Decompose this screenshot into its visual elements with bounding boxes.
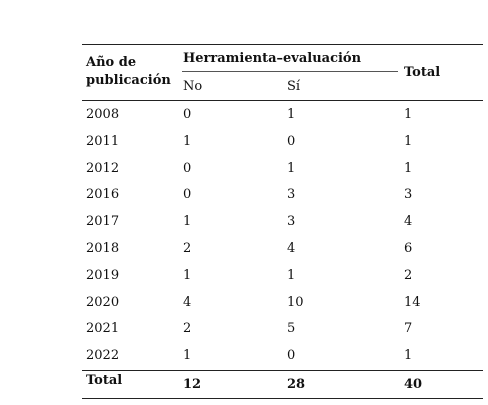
cell: 2020 bbox=[86, 294, 120, 310]
cell: 1 bbox=[183, 214, 192, 230]
cell: 0 bbox=[183, 160, 192, 176]
total-cell: 40 bbox=[404, 377, 423, 392]
cell: 2016 bbox=[86, 187, 120, 203]
header-si: Sí bbox=[287, 79, 301, 94]
cell: 0 bbox=[287, 133, 296, 149]
cell: 2017 bbox=[86, 214, 120, 230]
cell: 1 bbox=[287, 160, 296, 176]
cell: 1 bbox=[404, 160, 413, 176]
cell: 2 bbox=[183, 321, 192, 337]
cell: 6 bbox=[404, 241, 413, 256]
header-no: No bbox=[183, 79, 203, 94]
cell: 2011 bbox=[86, 133, 120, 149]
total-cell: 28 bbox=[287, 377, 306, 392]
header-total: Total bbox=[404, 65, 441, 80]
header-group: Herramienta–evaluación bbox=[183, 51, 362, 66]
header-year: Año de publicación bbox=[86, 55, 171, 88]
cell: 4 bbox=[287, 241, 296, 256]
cell: 1 bbox=[183, 348, 192, 364]
cell: 3 bbox=[287, 187, 296, 203]
group-rule bbox=[182, 71, 398, 72]
cell: 2021 bbox=[86, 321, 120, 337]
cell: 1 bbox=[404, 348, 413, 364]
header-rule bbox=[82, 100, 483, 101]
cell: 3 bbox=[404, 187, 413, 203]
cell: 7 bbox=[404, 321, 413, 337]
cell: 1 bbox=[287, 107, 296, 122]
cell: 0 bbox=[287, 348, 296, 364]
cell: 4 bbox=[183, 294, 192, 310]
cell: 2 bbox=[404, 267, 413, 283]
cell: 1 bbox=[404, 133, 413, 149]
cell: 0 bbox=[183, 107, 192, 122]
cell: 14 bbox=[404, 294, 421, 310]
cell: 2 bbox=[183, 241, 192, 256]
total-cell: 12 bbox=[183, 377, 202, 392]
cell: 2018 bbox=[86, 241, 120, 256]
cell: 4 bbox=[404, 214, 413, 230]
cell: 0 bbox=[183, 187, 192, 203]
cell: 5 bbox=[287, 321, 296, 337]
top-rule bbox=[82, 44, 483, 45]
cell: 10 bbox=[287, 294, 304, 310]
cell: 3 bbox=[287, 214, 296, 230]
bottom-rule bbox=[82, 398, 483, 399]
cell: 2012 bbox=[86, 160, 120, 176]
cell: 2022 bbox=[86, 348, 120, 364]
cell: 1 bbox=[183, 267, 192, 283]
total-cell: Total bbox=[86, 373, 123, 388]
cell: 1 bbox=[183, 133, 192, 149]
cell: 2019 bbox=[86, 267, 120, 283]
cell: 2008 bbox=[86, 107, 120, 122]
cell: 1 bbox=[287, 267, 296, 283]
total-rule bbox=[82, 370, 483, 371]
cell: 1 bbox=[404, 107, 413, 122]
